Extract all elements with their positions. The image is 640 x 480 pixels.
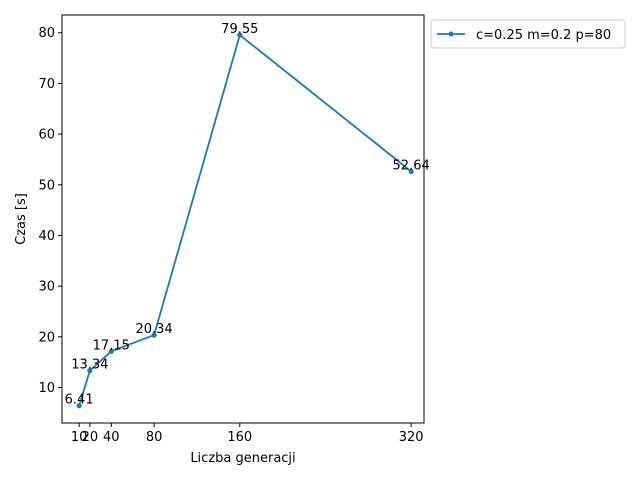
series-line xyxy=(78,33,412,406)
plot-frame xyxy=(61,14,425,424)
y-tick-label: 30 xyxy=(38,280,55,295)
y-tick-label: 10 xyxy=(38,381,55,396)
data-label: 52.64 xyxy=(393,158,430,173)
x-tick-label: 80 xyxy=(146,430,163,445)
x-tick-label: 160 xyxy=(227,430,252,445)
legend: c=0.25 m=0.2 p=80 xyxy=(430,19,626,49)
x-tick-label: 40 xyxy=(103,430,120,445)
y-tick-label: 60 xyxy=(38,128,55,143)
data-label: 20.34 xyxy=(135,322,172,337)
data-label: 6.41 xyxy=(65,393,94,408)
y-tick-label: 50 xyxy=(38,178,55,193)
data-point xyxy=(76,403,82,409)
data-labels: 6.41 13.34 17.15 20.34 79.55 52.64 xyxy=(65,22,430,408)
data-point xyxy=(108,348,114,354)
data-point xyxy=(87,367,93,374)
y-axis-label: Czas [s] xyxy=(14,193,29,245)
y-tick-label: 20 xyxy=(38,330,55,345)
x-tick-label: 20 xyxy=(82,430,99,445)
x-tick-label: 320 xyxy=(399,430,424,445)
legend-label: c=0.25 m=0.2 p=80 xyxy=(476,28,611,43)
data-point xyxy=(237,32,243,38)
y-tick-label: 40 xyxy=(38,229,55,244)
y-axis-ticks: 10 20 30 40 50 60 70 80 xyxy=(38,26,62,396)
x-tick-label: 10 xyxy=(71,430,88,445)
series-points xyxy=(76,32,414,409)
data-label: 13.34 xyxy=(71,358,108,373)
y-tick-label: 80 xyxy=(38,26,55,41)
legend-box xyxy=(430,19,626,49)
y-tick-label: 70 xyxy=(38,77,55,92)
x-axis-label: Liczba generacji xyxy=(190,451,295,466)
data-point xyxy=(151,332,157,338)
data-label: 79.55 xyxy=(221,22,258,37)
data-point xyxy=(408,168,414,175)
legend-marker-swatch xyxy=(448,31,454,37)
data-label: 17.15 xyxy=(93,338,130,353)
